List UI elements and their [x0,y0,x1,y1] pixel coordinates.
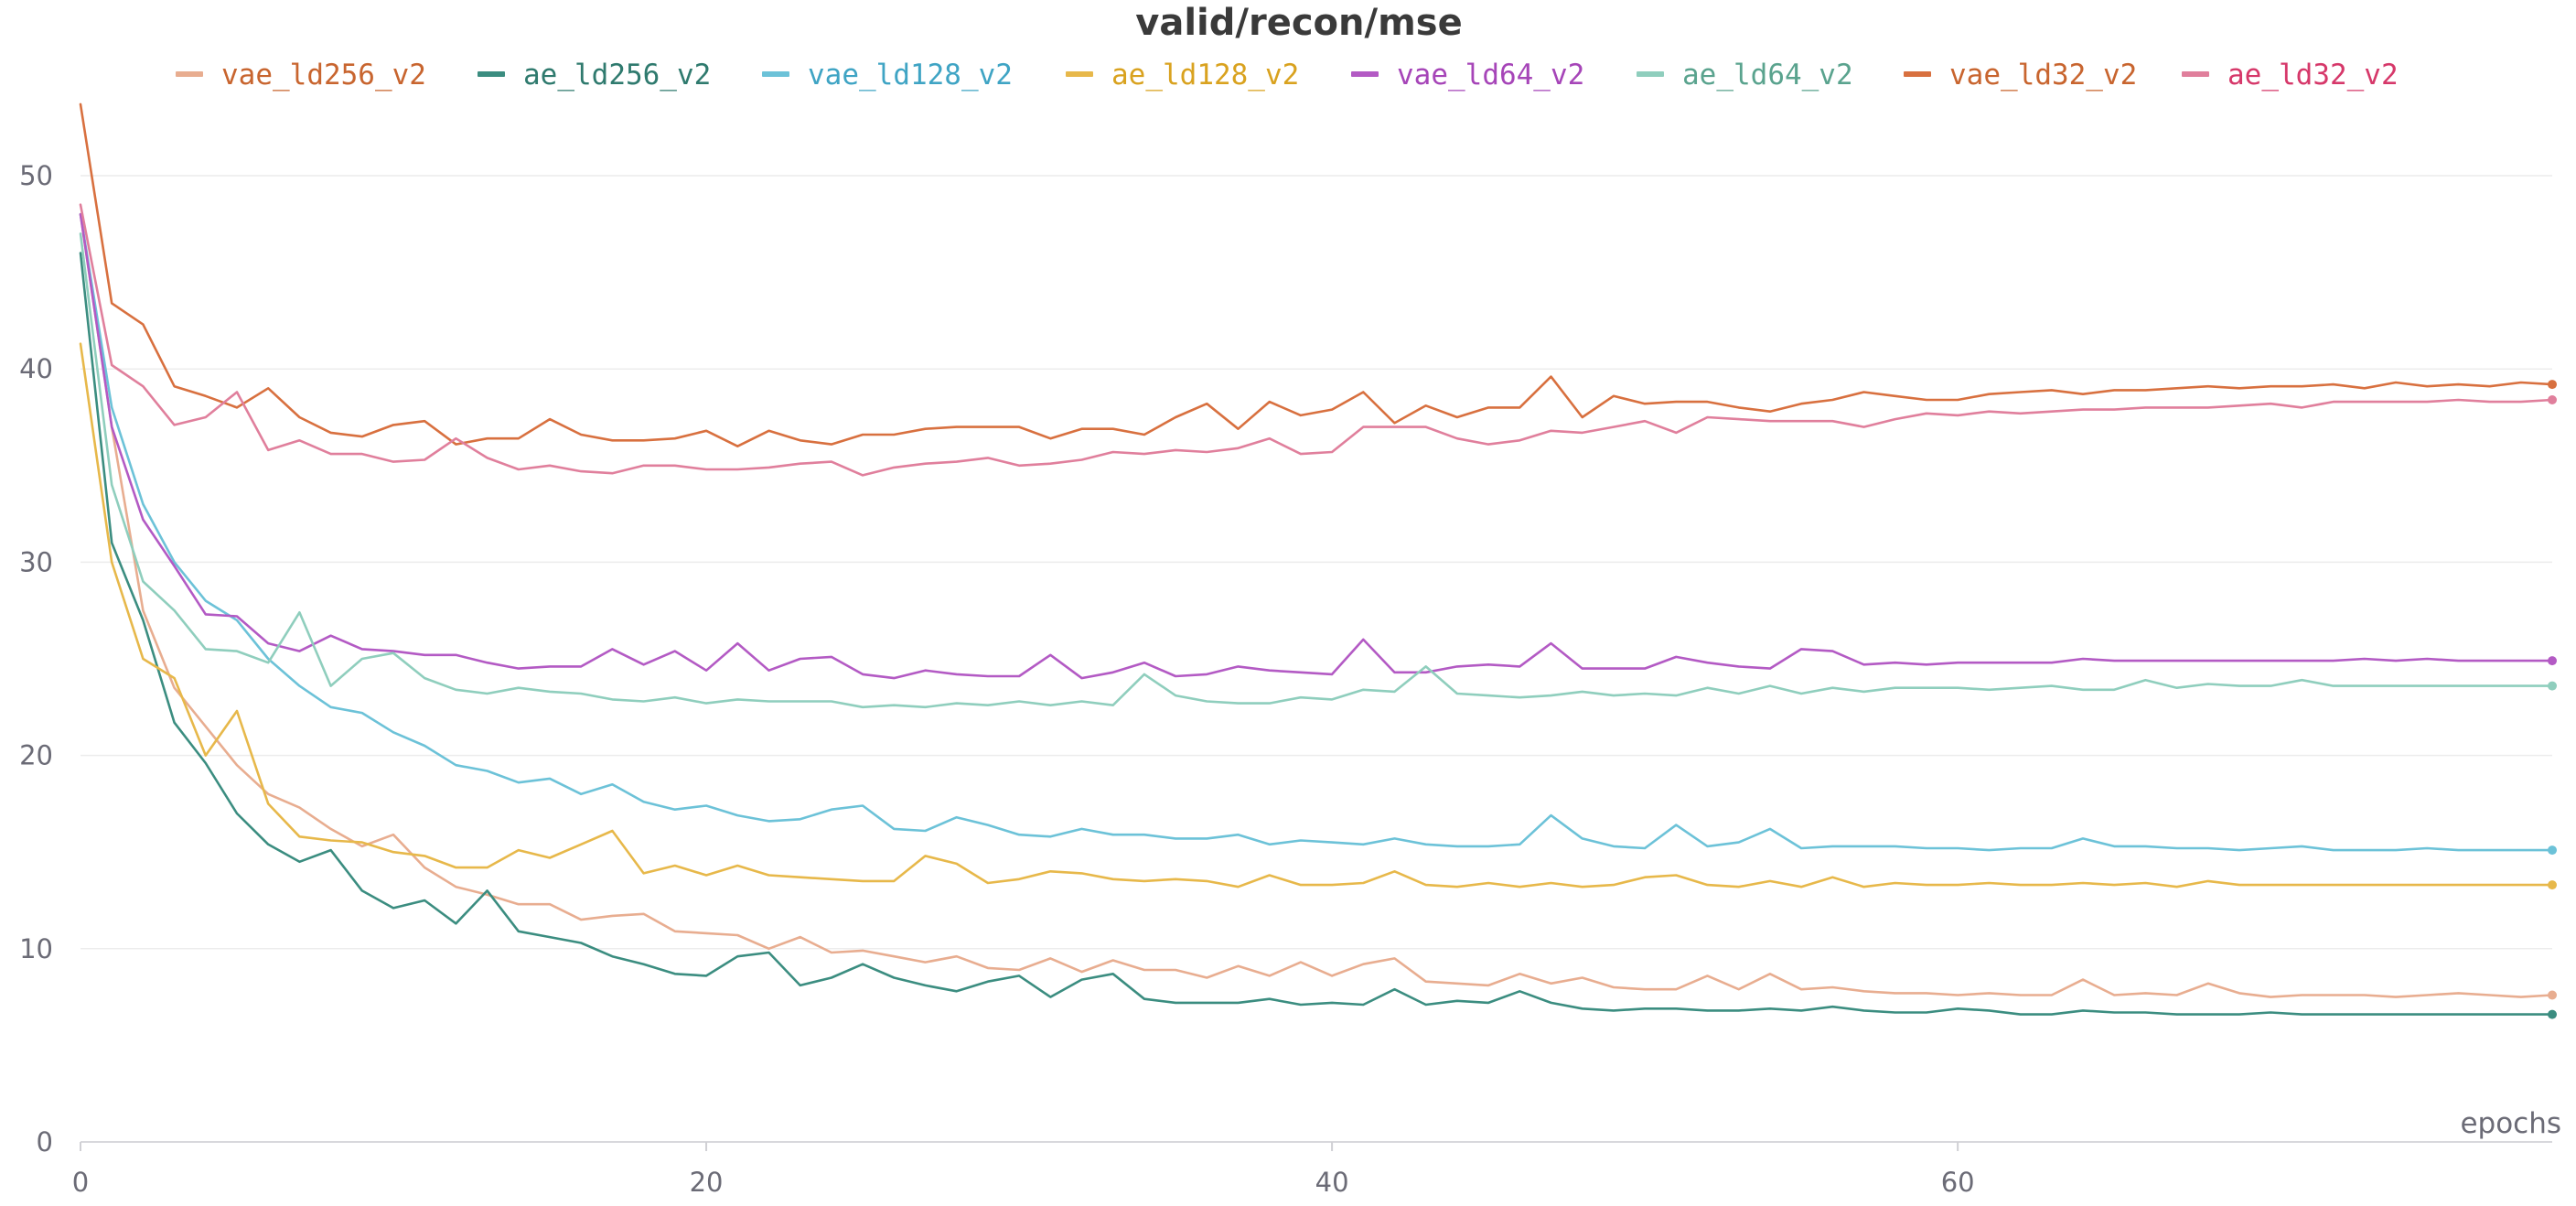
legend-item-vae_ld32_v2[interactable]: vae_ld32_v2 [1904,59,2137,92]
legend-item-vae_ld64_v2[interactable]: vae_ld64_v2 [1351,59,1584,92]
legend-swatch [478,71,505,77]
legend-item-ae_ld256_v2[interactable]: ae_ld256_v2 [478,59,711,92]
series-vae_ld256_v2[interactable] [79,212,2557,1000]
legend-item-ae_ld64_v2[interactable]: ae_ld64_v2 [1637,59,1853,92]
series-ae_ld256_v2[interactable] [79,252,2557,1019]
legend-item-vae_ld256_v2[interactable]: vae_ld256_v2 [176,59,426,92]
x-tick-label: 20 [690,1167,724,1198]
legend-item-ae_ld32_v2[interactable]: ae_ld32_v2 [2182,59,2399,92]
series-end-point [2548,681,2557,691]
x-tick-label: 60 [1941,1167,1975,1198]
legend-swatch [176,71,203,77]
legend-label: vae_ld64_v2 [1397,59,1584,92]
series-line[interactable] [79,342,2554,888]
series-end-point [2548,380,2557,390]
legend-label: ae_ld128_v2 [1111,59,1299,92]
legend-label: vae_ld256_v2 [221,59,426,92]
legend-swatch [1904,71,1931,77]
gridlines [80,175,2552,950]
legend-item-ae_ld128_v2[interactable]: ae_ld128_v2 [1066,59,1299,92]
y-tick-label: 30 [19,546,53,577]
legend-swatch [1066,71,1093,77]
x-tick-label: 0 [72,1167,89,1198]
x-axis-label: epochs [2460,1107,2561,1140]
legend-label: ae_ld64_v2 [1682,59,1853,92]
series-end-point [2548,656,2557,666]
legend-item-vae_ld128_v2[interactable]: vae_ld128_v2 [762,59,1013,92]
legend-swatch [1351,71,1379,77]
legend-label: vae_ld32_v2 [1949,59,2137,92]
series-layer[interactable] [79,102,2557,1019]
series-end-point [2548,990,2557,1000]
x-tick-label: 40 [1315,1167,1349,1198]
series-line[interactable] [79,252,2554,1016]
x-axis: 0 20 40 60 [72,1141,2552,1198]
series-line[interactable] [79,212,2554,680]
legend-label: ae_ld256_v2 [523,59,711,92]
legend[interactable]: vae_ld256_v2 ae_ld256_v2 vae_ld128_v2 ae_ld… [176,59,2399,92]
legend-swatch [2182,71,2209,77]
series-ae_ld128_v2[interactable] [79,342,2557,890]
legend-swatch [1637,71,1664,77]
series-vae_ld128_v2[interactable] [79,212,2557,856]
y-axis: 0 10 20 30 40 50 [19,160,53,1158]
y-tick-label: 0 [37,1126,53,1158]
series-ae_ld32_v2[interactable] [79,203,2557,477]
series-line[interactable] [79,232,2554,709]
legend-swatch [762,71,789,77]
series-end-point [2548,880,2557,890]
series-line[interactable] [79,102,2554,448]
series-end-point [2548,1009,2557,1019]
series-end-point [2548,394,2557,404]
series-vae_ld32_v2[interactable] [79,102,2557,448]
legend-label: ae_ld32_v2 [2227,59,2399,92]
y-tick-label: 10 [19,933,53,964]
chart-title: valid/recon/mse [1135,2,1462,44]
series-vae_ld64_v2[interactable] [79,212,2557,680]
series-line[interactable] [79,203,2554,477]
legend-label: vae_ld128_v2 [808,59,1013,92]
series-line[interactable] [79,212,2554,852]
series-ae_ld64_v2[interactable] [79,232,2557,709]
y-tick-label: 20 [19,740,53,771]
y-tick-label: 50 [19,160,53,191]
series-line[interactable] [79,212,2554,998]
y-tick-label: 40 [19,353,53,384]
series-end-point [2548,845,2557,856]
